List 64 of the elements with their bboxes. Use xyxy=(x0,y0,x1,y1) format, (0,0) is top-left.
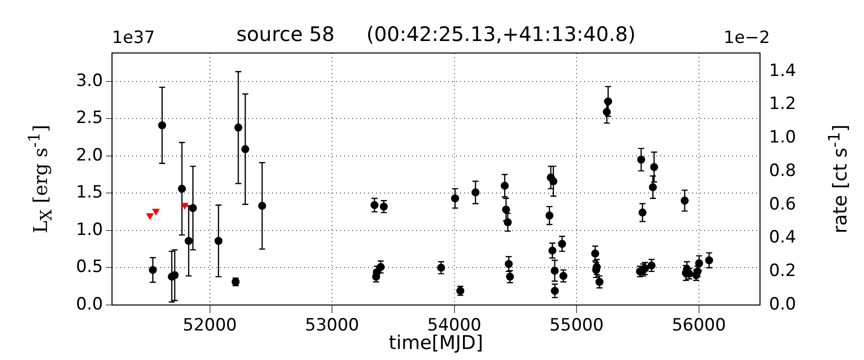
point xyxy=(550,286,559,295)
point xyxy=(559,272,568,280)
text: 1e37 xyxy=(112,28,155,48)
point xyxy=(650,163,658,172)
point xyxy=(595,278,604,286)
point xyxy=(695,259,704,268)
point xyxy=(504,260,513,268)
point xyxy=(370,201,378,210)
y-tick-label: 0.0 xyxy=(76,294,103,314)
point xyxy=(451,194,460,202)
y2-tick-label: 0.6 xyxy=(769,194,796,214)
y2-tick-label: 1.4 xyxy=(769,60,796,81)
y-tick-label: 1.0 xyxy=(76,220,103,240)
point xyxy=(604,97,612,106)
y2-tick-label: 0.2 xyxy=(769,261,796,282)
point xyxy=(548,246,556,255)
point xyxy=(637,156,646,164)
y-tick-label: 1.5 xyxy=(76,182,103,203)
y2-tick-label: 0.0 xyxy=(769,294,796,314)
chart-title: source 58 (00:42:25.13,+41:13:40.8) xyxy=(236,22,636,46)
point xyxy=(500,182,509,190)
y-tick-label: 2.5 xyxy=(76,108,103,128)
point xyxy=(502,206,510,214)
point xyxy=(638,208,647,217)
point xyxy=(471,188,480,196)
point xyxy=(184,236,193,245)
point xyxy=(241,145,250,154)
point xyxy=(380,202,388,211)
point xyxy=(152,208,160,216)
x-tick-label: 55000 xyxy=(550,316,604,336)
x-tick-label: 53000 xyxy=(305,316,360,336)
point xyxy=(549,177,558,186)
point xyxy=(148,266,157,274)
point xyxy=(234,124,242,132)
point xyxy=(504,218,512,226)
point xyxy=(648,183,657,192)
y2-tick-label: 1.0 xyxy=(769,128,796,148)
y-tick-label: 3.0 xyxy=(76,70,103,91)
point xyxy=(648,261,656,270)
point xyxy=(146,213,154,220)
point xyxy=(181,202,188,210)
point xyxy=(705,256,714,264)
point xyxy=(437,264,446,272)
text: 1e−2 xyxy=(724,28,770,48)
point xyxy=(376,262,385,271)
y-tick-label: 0.5 xyxy=(76,257,103,278)
point xyxy=(550,266,559,275)
y2-tick-label: 0.8 xyxy=(769,160,796,181)
y2-tick-label: 0.4 xyxy=(769,228,796,248)
y2-tick-label: 1.2 xyxy=(769,94,796,114)
point xyxy=(680,196,689,205)
point xyxy=(545,212,554,220)
point xyxy=(178,184,186,193)
point xyxy=(158,121,166,130)
point xyxy=(591,250,600,258)
x-tick-label: 56000 xyxy=(672,316,726,336)
point xyxy=(214,236,222,245)
y-tick-label: 2.0 xyxy=(76,145,103,166)
point xyxy=(188,204,197,212)
point xyxy=(602,108,611,116)
x-tick-label: 52000 xyxy=(182,316,237,336)
point xyxy=(258,202,266,210)
point xyxy=(506,272,514,281)
point xyxy=(558,240,566,248)
